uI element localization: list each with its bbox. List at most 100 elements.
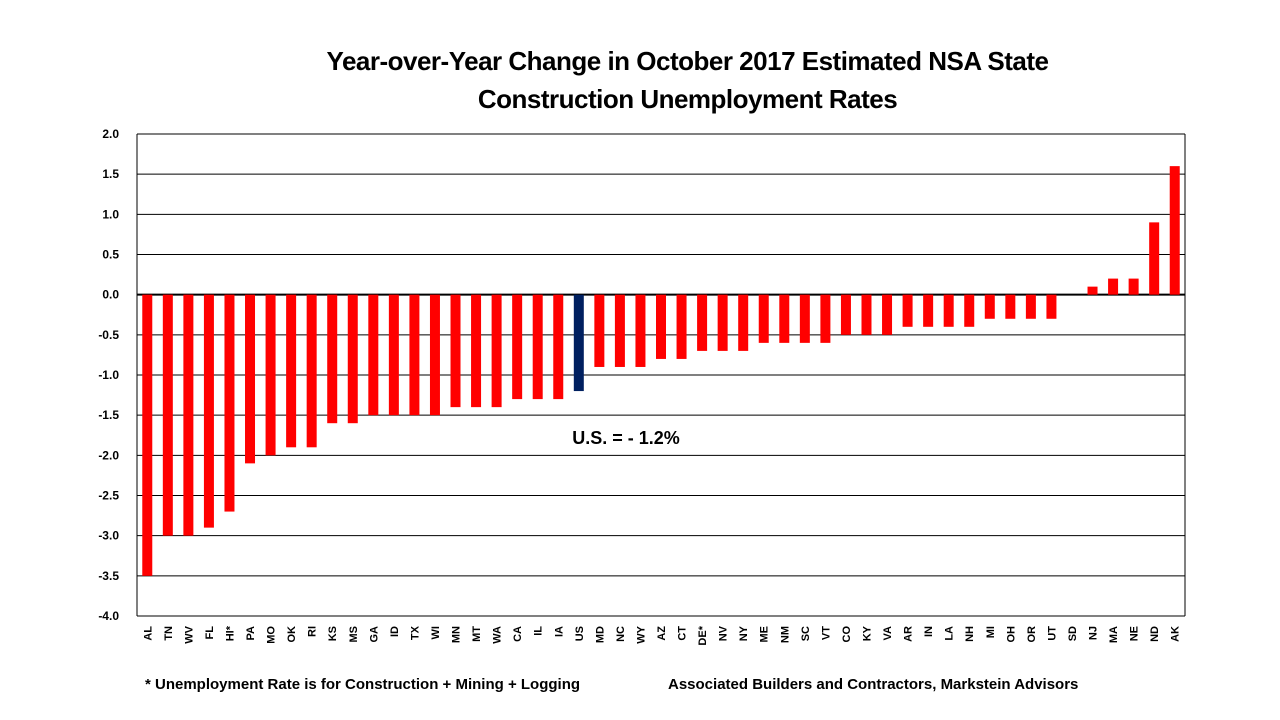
bar-DE [697, 294, 708, 351]
x-tick-label: AR [903, 626, 915, 642]
bar-HI [224, 294, 235, 512]
x-tick-label: IA [553, 626, 565, 637]
bar-GA [368, 294, 379, 416]
bar-MN [450, 294, 461, 408]
chart-title: Year-over-Year Change in October 2017 Es… [0, 42, 1280, 118]
bar-WI [429, 294, 440, 416]
bar-LA [943, 294, 954, 327]
bar-ID [388, 294, 399, 416]
x-tick-label: MI [985, 626, 997, 638]
y-tick-label: -0.5 [98, 328, 119, 342]
bar-IN [923, 294, 934, 327]
chart-title-line-2: Construction Unemployment Rates [477, 84, 898, 114]
bar-PA [245, 294, 256, 464]
y-tick-label: 0.0 [102, 288, 119, 302]
bar-MI [984, 294, 995, 319]
bar-AR [902, 294, 913, 327]
bar-AL [142, 294, 153, 576]
bar-NY [738, 294, 749, 351]
y-tick-label: 2.0 [102, 127, 119, 141]
x-tick-label: MT [471, 626, 483, 642]
x-tick-label: NY [738, 625, 750, 641]
x-tick-label: AK [1170, 626, 1182, 642]
bar-UT [1046, 294, 1057, 319]
bar-NE [1128, 278, 1139, 295]
bar-IA [553, 294, 564, 400]
x-tick-label: UT [1046, 626, 1058, 641]
bar-TX [409, 294, 420, 416]
bar-MT [471, 294, 482, 408]
x-tick-label: KY [861, 625, 873, 641]
bar-TN [162, 294, 173, 536]
x-tick-label: SD [1067, 626, 1079, 641]
y-tick-label: -1.5 [98, 408, 119, 422]
bar-NV [717, 294, 728, 351]
bar-AK [1169, 166, 1180, 295]
x-tick-label: VA [882, 626, 894, 641]
bar-WY [635, 294, 646, 367]
x-tick-label: NH [964, 626, 976, 642]
x-tick-label: AL [142, 626, 154, 641]
bar-CO [840, 294, 851, 335]
bar-NJ [1087, 286, 1098, 295]
y-tick-label: -4.0 [98, 609, 119, 623]
x-tick-label: CO [841, 626, 853, 643]
bar-WV [183, 294, 194, 536]
bar-OR [1025, 294, 1036, 319]
bar-KS [327, 294, 338, 424]
bar-IL [532, 294, 543, 400]
x-tick-label: NE [1129, 626, 1141, 641]
bar-US [573, 294, 584, 392]
y-tick-label: -2.5 [98, 489, 119, 503]
bar-OH [1005, 294, 1016, 319]
x-tick-label: NV [718, 625, 730, 641]
bar-VT [820, 294, 831, 343]
y-tick-label: -2.0 [98, 448, 119, 462]
x-tick-label: OK [286, 626, 298, 643]
bar-CT [676, 294, 687, 359]
bar-ND [1149, 222, 1160, 295]
x-tick-label: WA [492, 626, 504, 644]
us-annotation: U.S. = - 1.2% [572, 428, 680, 448]
x-tick-label: GA [368, 626, 380, 643]
y-tick-label: 1.5 [102, 167, 119, 181]
x-tick-label: ME [759, 626, 771, 643]
x-tick-label: CT [677, 626, 689, 641]
x-tick-label: MO [266, 626, 278, 644]
bar-MD [594, 294, 605, 367]
bar-NC [614, 294, 625, 367]
x-tick-label: WV [183, 625, 195, 643]
x-tick-label: MD [594, 626, 606, 643]
y-tick-label: -1.0 [98, 368, 119, 382]
footnote-source: Associated Builders and Contractors, Mar… [668, 676, 1079, 693]
x-tick-label: NJ [1088, 626, 1100, 640]
x-tick-label: WY [635, 625, 647, 643]
bar-KY [861, 294, 872, 335]
x-tick-label: RI [307, 626, 319, 637]
x-tick-label: OR [1026, 626, 1038, 643]
y-tick-label: -3.0 [98, 529, 119, 543]
x-tick-label: HI* [224, 625, 236, 641]
x-tick-label: WI [430, 626, 442, 639]
x-tick-label: MA [1108, 626, 1120, 643]
bar-MS [347, 294, 358, 424]
x-tick-label: KS [327, 626, 339, 641]
x-tick-label: VT [820, 626, 832, 640]
bar-ME [758, 294, 769, 343]
x-tick-label: OH [1005, 626, 1017, 643]
bar-FL [203, 294, 214, 528]
x-tick-label: ND [1149, 626, 1161, 642]
x-tick-label: DE* [697, 625, 709, 645]
bar-MO [265, 294, 276, 456]
x-tick-label: NC [615, 626, 627, 642]
x-tick-label: CA [512, 626, 524, 642]
bar-AZ [656, 294, 666, 359]
footnote-left: * Unemployment Rate is for Construction … [145, 676, 581, 693]
bar-MA [1108, 278, 1119, 295]
x-tick-label: FL [204, 626, 216, 640]
bar-NM [779, 294, 790, 343]
x-tick-label: PA [245, 626, 257, 641]
y-tick-label: 0.5 [102, 248, 119, 262]
x-tick-label: IN [923, 626, 935, 637]
